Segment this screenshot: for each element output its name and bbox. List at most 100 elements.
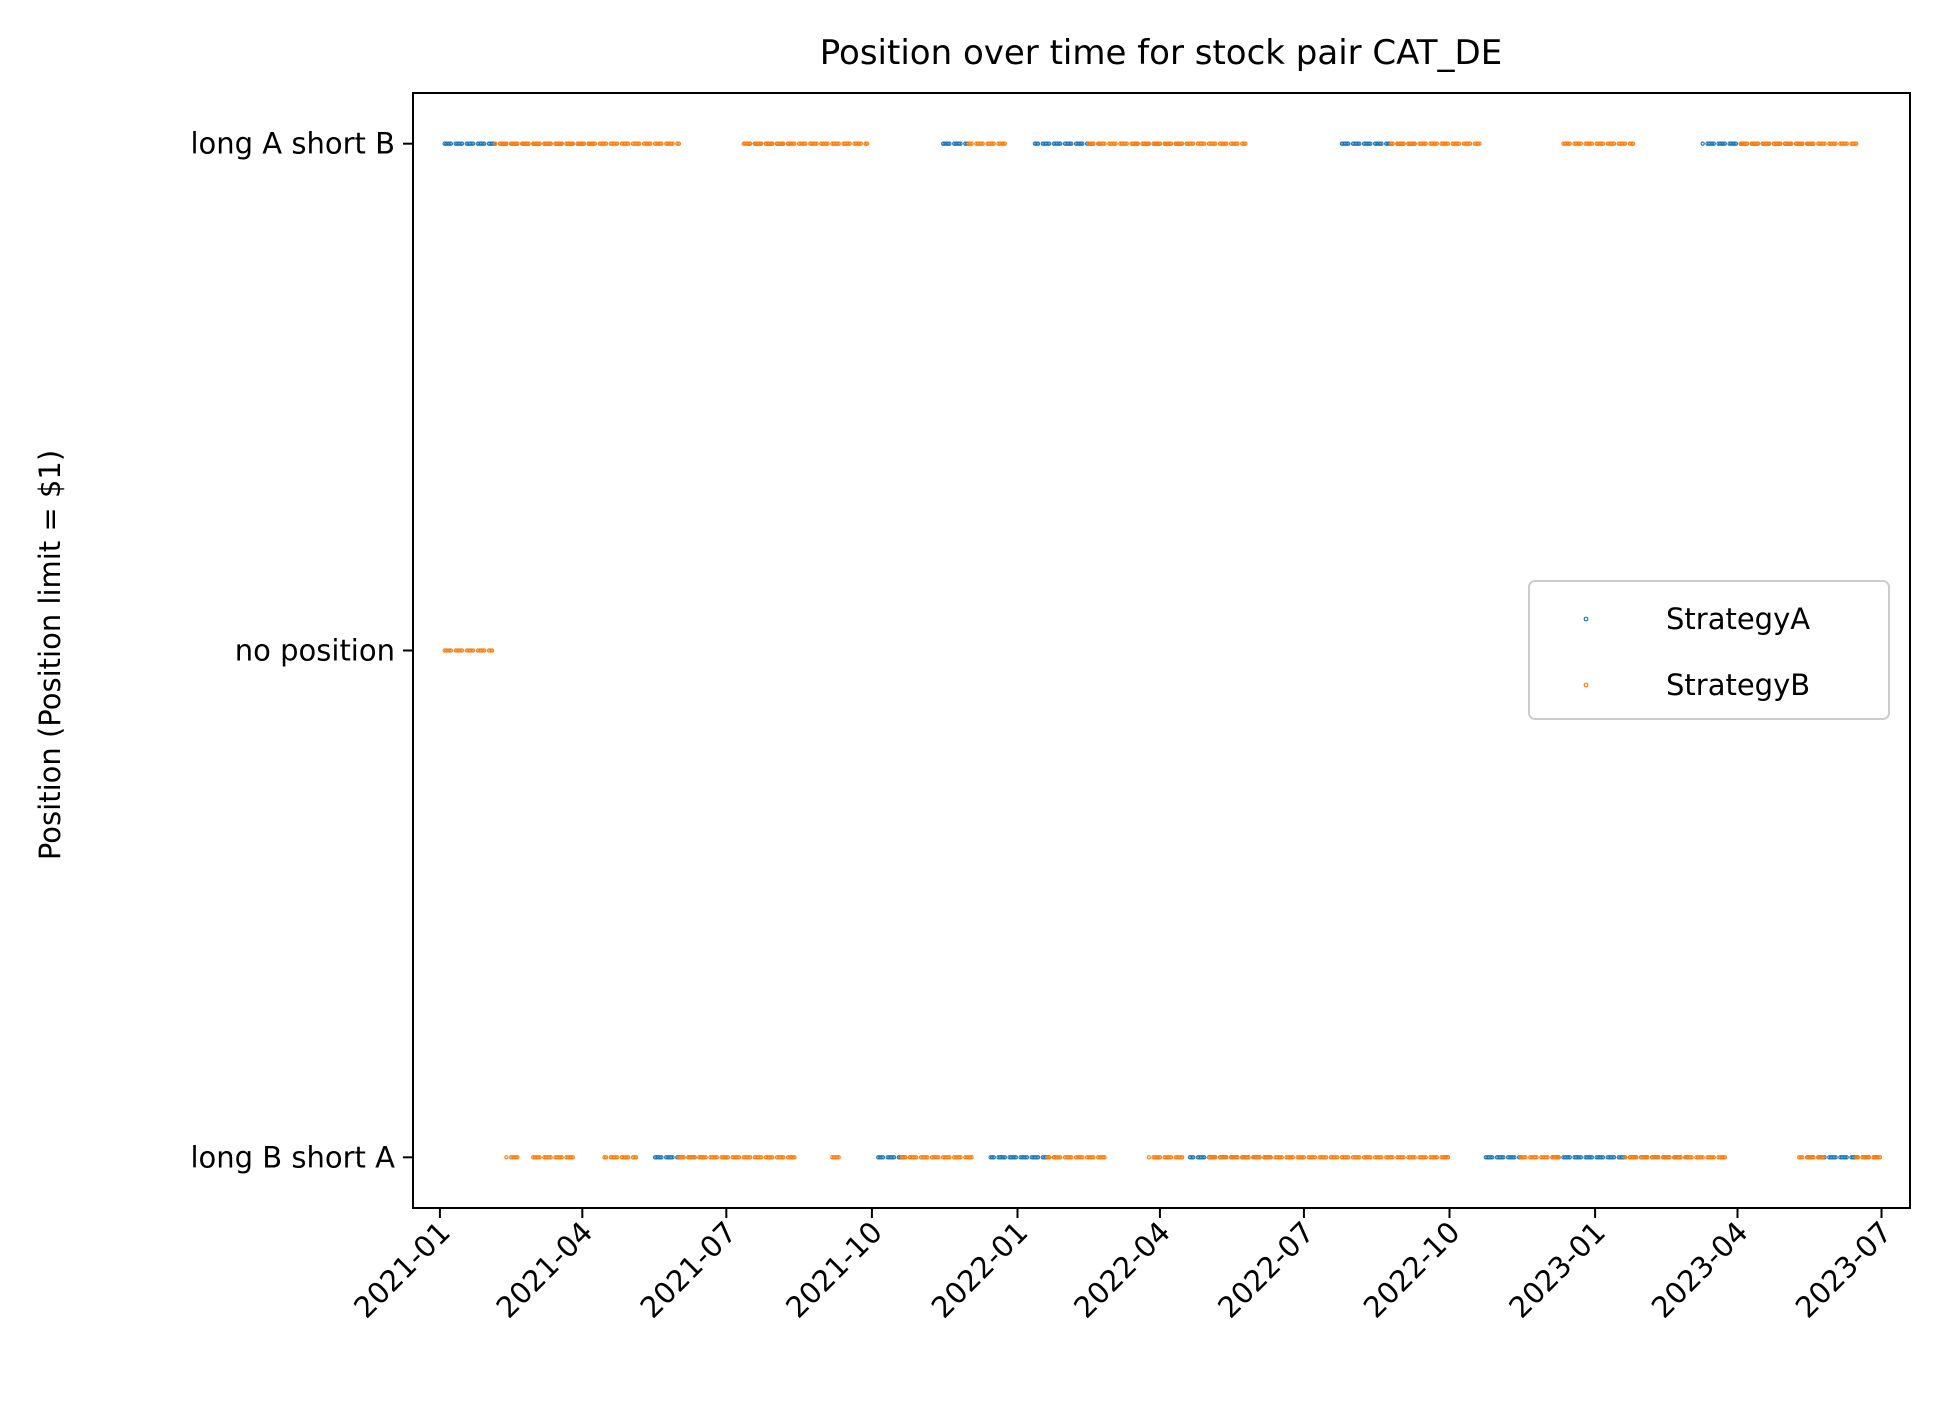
data-point	[1676, 1155, 1682, 1160]
data-point	[1423, 141, 1428, 146]
data-point	[1156, 1155, 1161, 1160]
data-point	[834, 1155, 840, 1160]
data-point	[1045, 1155, 1050, 1160]
data-point	[1822, 141, 1827, 146]
data-point	[1556, 1155, 1561, 1160]
data-point	[969, 1155, 974, 1160]
data-point	[603, 141, 609, 146]
data-point	[1091, 141, 1096, 146]
data-point	[1222, 141, 1227, 146]
data-point	[1809, 1155, 1815, 1160]
data-point	[1368, 1155, 1373, 1160]
data-point	[635, 141, 640, 146]
data-point	[714, 1155, 719, 1160]
data-point	[546, 141, 552, 146]
data-point	[803, 141, 808, 146]
data-point	[613, 1155, 618, 1160]
data-point	[1241, 141, 1246, 146]
data-point	[912, 1155, 917, 1160]
data-point	[448, 648, 454, 653]
data-point	[934, 1155, 939, 1160]
data-point	[515, 1155, 520, 1160]
y-tick-label: long A short B	[190, 127, 395, 161]
data-point	[1289, 1155, 1294, 1160]
data-point	[880, 1155, 886, 1160]
data-point	[1311, 1155, 1316, 1160]
data-point	[969, 141, 974, 146]
data-point	[1157, 141, 1163, 146]
data-point	[1189, 1155, 1194, 1160]
data-point	[602, 1155, 607, 1160]
data-point	[724, 1155, 729, 1160]
data-point	[1346, 1155, 1351, 1160]
data-point	[526, 141, 531, 146]
data-point	[1091, 1155, 1096, 1160]
data-point	[1200, 1155, 1205, 1160]
data-point	[770, 1155, 775, 1160]
data-point	[1831, 141, 1837, 146]
data-point	[1379, 1155, 1384, 1160]
data-point	[1623, 1155, 1628, 1160]
x-tick-label: 2022-04	[1067, 1215, 1177, 1325]
data-point	[489, 648, 495, 653]
data-point	[1213, 1155, 1218, 1160]
legend-box	[1528, 580, 1890, 720]
data-point	[781, 1155, 786, 1160]
data-point	[570, 141, 575, 146]
data-point	[458, 141, 463, 146]
data-point	[1257, 1155, 1262, 1160]
data-point	[846, 141, 851, 146]
data-point	[470, 648, 476, 653]
data-point	[1455, 141, 1460, 146]
data-point	[1235, 141, 1240, 146]
data-point	[1024, 1155, 1030, 1160]
data-point	[1523, 1155, 1528, 1160]
data-point	[1246, 1155, 1251, 1160]
data-point	[1012, 1155, 1017, 1160]
data-point	[480, 648, 485, 653]
data-point	[459, 648, 465, 653]
data-point	[956, 1155, 962, 1160]
data-point	[626, 1155, 631, 1160]
data-point	[581, 141, 587, 146]
data-point	[1399, 1155, 1405, 1160]
data-point	[1854, 141, 1859, 146]
legend-marker	[1583, 682, 1589, 688]
data-point	[1423, 1155, 1428, 1160]
data-point	[1778, 141, 1783, 146]
data-point	[1179, 1155, 1185, 1160]
data-point	[513, 1155, 519, 1160]
data-point	[1623, 141, 1628, 146]
x-tick-label: 2022-10	[1357, 1215, 1467, 1325]
data-point	[1145, 141, 1150, 146]
data-point	[1222, 1155, 1227, 1160]
data-point	[657, 1155, 663, 1160]
data-point	[814, 141, 819, 146]
data-point	[1047, 1155, 1052, 1160]
data-point	[1512, 1155, 1517, 1160]
data-point	[1654, 1155, 1659, 1160]
data-point	[1069, 1155, 1074, 1160]
data-point	[1401, 141, 1406, 146]
data-point	[746, 141, 751, 146]
data-point	[1410, 141, 1416, 146]
data-point	[1467, 141, 1473, 146]
data-point	[768, 141, 773, 146]
data-point	[703, 1155, 708, 1160]
data-point	[614, 1155, 620, 1160]
data-point	[781, 141, 786, 146]
data-point	[978, 141, 984, 146]
data-point	[1444, 1155, 1449, 1160]
data-point	[1721, 141, 1726, 146]
data-point	[1243, 141, 1248, 146]
legend-label: StrategyB	[1666, 668, 1810, 702]
data-point	[1034, 141, 1039, 146]
data-point	[790, 141, 795, 146]
data-point	[558, 141, 563, 146]
data-point	[668, 1155, 674, 1160]
data-point	[602, 141, 607, 146]
data-point	[1191, 1155, 1196, 1160]
data-point	[1866, 1155, 1872, 1160]
data-point	[768, 1155, 773, 1160]
data-point	[967, 1155, 973, 1160]
